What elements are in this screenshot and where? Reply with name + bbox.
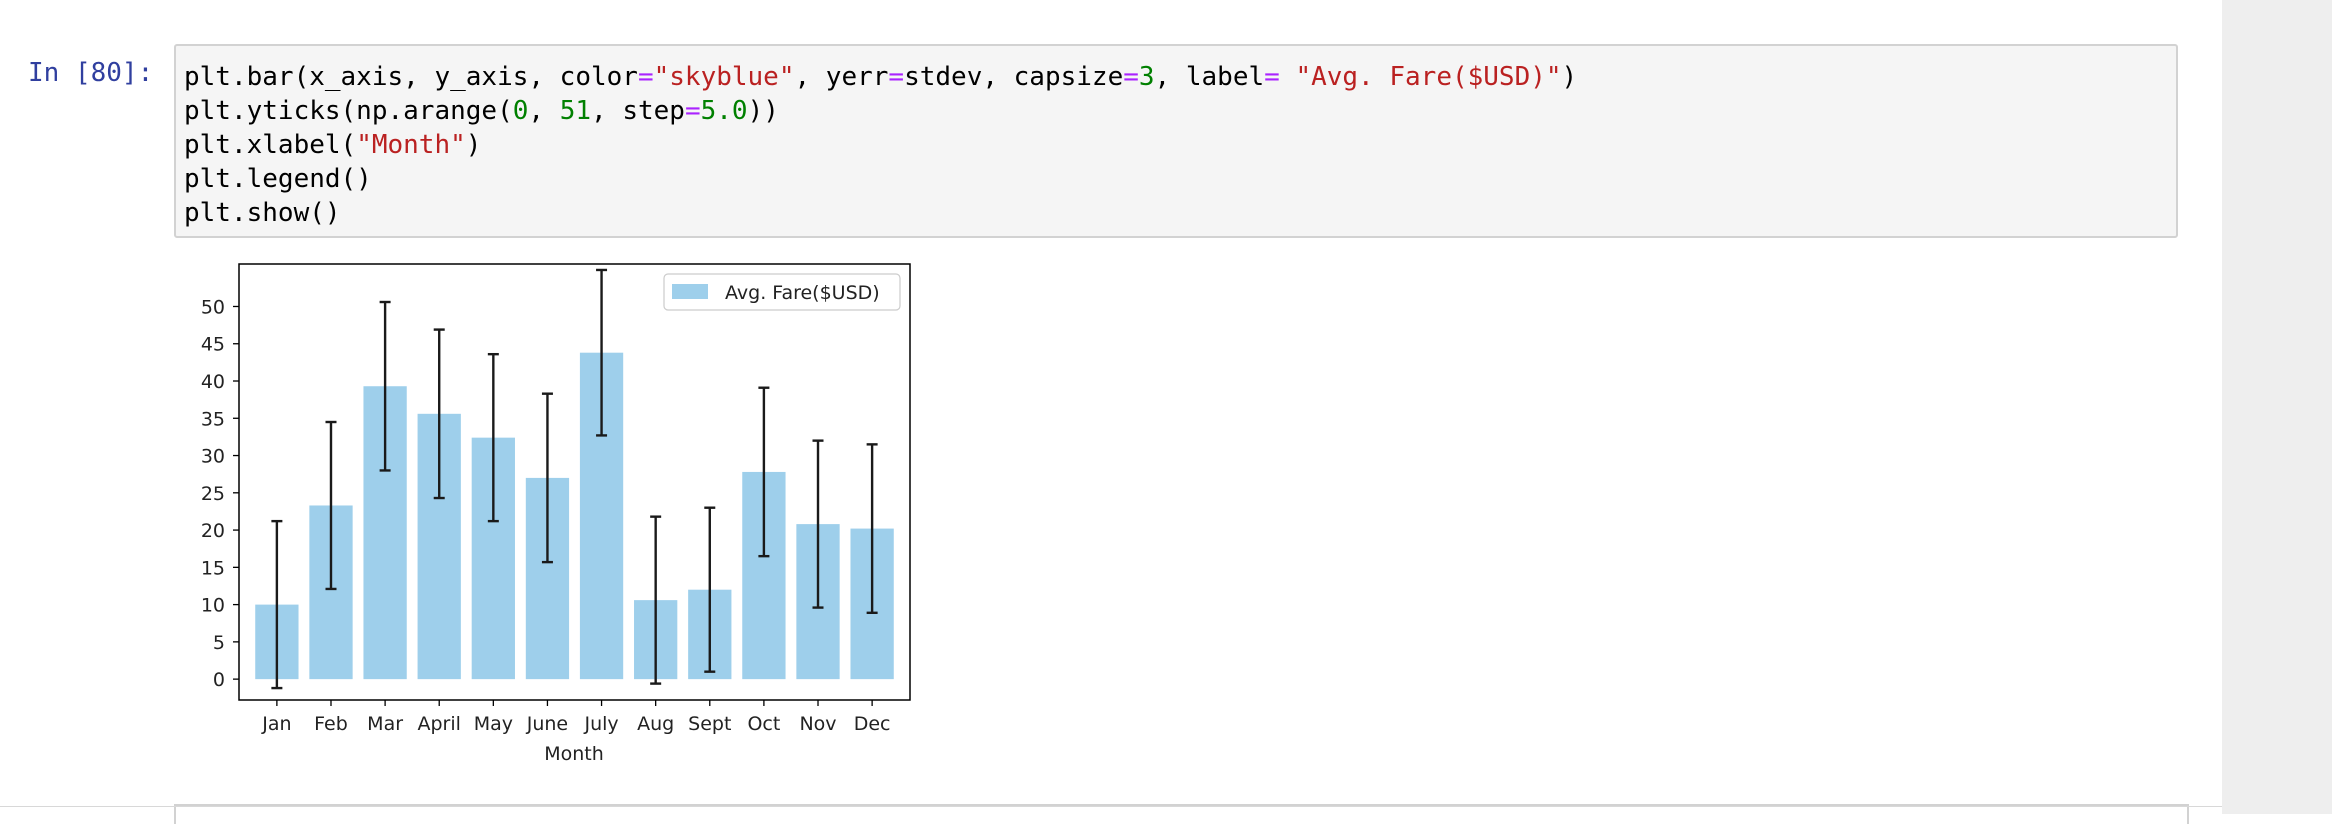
x-tick-label: Feb (314, 713, 348, 735)
code-token (1280, 62, 1296, 92)
code-editor[interactable]: plt.bar(x_axis, y_axis, color="skyblue",… (184, 60, 1577, 230)
scrollbar-track[interactable] (2222, 0, 2332, 814)
legend: Avg. Fare($USD) (663, 273, 901, 311)
plot-frame (238, 263, 911, 701)
y-tick-label: 10 (201, 595, 225, 617)
code-token: 5.0 (700, 96, 748, 126)
code-token: = (888, 62, 905, 92)
code-token: 3 (1138, 62, 1155, 92)
legend-swatch (672, 284, 708, 299)
legend-label: Avg. Fare($USD) (725, 282, 880, 304)
y-tick-label: 25 (201, 483, 225, 505)
x-tick-label: May (474, 713, 513, 735)
y-tick-label: 0 (213, 669, 225, 691)
code-token: "Avg. Fare($USD)" (1295, 62, 1562, 92)
code-token: plt.bar(x_axis, y_axis, color (184, 62, 638, 92)
y-tick-label: 40 (201, 371, 225, 393)
code-line[interactable]: plt.legend() (184, 162, 1577, 196)
legend-frame (663, 273, 901, 311)
code-token: 0 (512, 96, 529, 126)
x-tick-label: Mar (367, 713, 403, 735)
code-token: ) (465, 130, 482, 160)
next-code-cell[interactable] (174, 804, 2189, 824)
code-token: , step (591, 96, 685, 126)
cell-prompt: In [80]: (28, 58, 154, 88)
x-tick-label: July (583, 713, 618, 735)
code-token: 51 (559, 96, 592, 126)
code-token: = (684, 96, 701, 126)
x-axis-label: Month (544, 743, 604, 765)
notebook-area: In [80]: plt.bar(x_axis, y_axis, color="… (0, 44, 2222, 824)
code-token: , label (1154, 62, 1265, 92)
cell-output: 0 5 10 15 20 25 30 35 40 45 50 Jan Feb Mar April May Ju… (174, 252, 934, 772)
x-tick-label: Nov (799, 713, 836, 735)
code-token: "skyblue" (653, 62, 795, 92)
code-token: plt.yticks(np.arange( (184, 96, 513, 126)
cell-divider (0, 806, 2222, 807)
x-tick-label: Dec (854, 713, 891, 735)
code-cell[interactable]: plt.bar(x_axis, y_axis, color="skyblue",… (174, 44, 2178, 238)
y-tick-label: 45 (201, 334, 225, 356)
x-tick-label: Sept (688, 713, 731, 735)
code-token: = (637, 62, 654, 92)
code-token: )) (747, 96, 779, 126)
code-token: = (1123, 62, 1139, 92)
code-token: plt.legend() (184, 164, 372, 194)
code-token: , (528, 96, 560, 126)
code-token: "Month" (356, 130, 466, 160)
bar-chart: 0 5 10 15 20 25 30 35 40 45 50 Jan Feb Mar April May Ju… (201, 263, 911, 765)
x-tick-label: April (417, 713, 460, 735)
code-token: = (1264, 62, 1280, 92)
x-tick-label: June (526, 713, 568, 735)
code-token: plt.show() (184, 198, 341, 228)
code-line[interactable]: plt.yticks(np.arange(0, 51, step=5.0)) (184, 94, 1577, 128)
code-token: stdev, capsize (904, 62, 1124, 92)
code-token: , yerr (794, 62, 889, 92)
x-tick-label: Jan (261, 713, 291, 735)
code-line[interactable]: plt.show() (184, 196, 1577, 230)
code-token: plt.xlabel( (184, 130, 357, 160)
y-tick-label: 50 (201, 296, 225, 318)
x-tick-label: Aug (637, 713, 674, 735)
y-tick-label: 20 (201, 520, 225, 542)
code-line[interactable]: plt.bar(x_axis, y_axis, color="skyblue",… (184, 60, 1577, 94)
y-tick-label: 5 (213, 632, 225, 654)
code-line[interactable]: plt.xlabel("Month") (184, 128, 1577, 162)
x-tick-label: Oct (747, 713, 780, 735)
y-tick-label: 35 (201, 408, 225, 430)
code-token: ) (1561, 62, 1578, 92)
y-tick-label: 15 (201, 557, 225, 579)
y-tick-label: 30 (201, 446, 225, 468)
